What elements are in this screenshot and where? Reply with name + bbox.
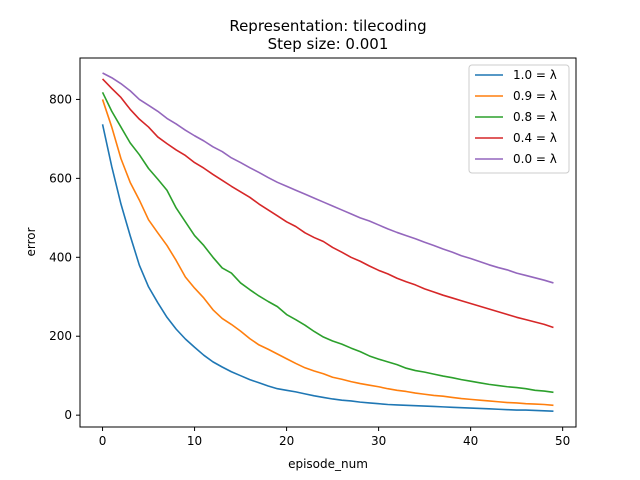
series-line-3 xyxy=(101,78,554,329)
x-tick-label: 30 xyxy=(371,434,386,448)
x-tick-label: 20 xyxy=(279,434,294,448)
series-line-4 xyxy=(102,72,554,284)
chart-title-line-1: Representation: tilecoding xyxy=(229,17,426,35)
legend-label-2: 0.8 = λ xyxy=(513,110,557,124)
legend-label-0: 1.0 = λ xyxy=(513,68,557,82)
legend-label-1: 0.9 = λ xyxy=(513,89,557,103)
x-tick-label: 10 xyxy=(187,434,202,448)
series-lines xyxy=(101,72,554,413)
x-axis-label: episode_num xyxy=(288,457,368,471)
legend-label-3: 0.4 = λ xyxy=(513,131,557,145)
legend: 1.0 = λ 0.9 = λ 0.8 = λ 0.4 = λ 0.0 = λ xyxy=(468,64,570,174)
chart-title-line-2: Step size: 0.001 xyxy=(268,35,389,53)
legend-label-4: 0.0 = λ xyxy=(513,152,557,166)
x-tick-label: 50 xyxy=(555,434,570,448)
x-tick-label: 0 xyxy=(99,434,107,448)
series-line-2 xyxy=(101,91,554,394)
legend-box xyxy=(468,64,570,174)
y-tick-label: 0 xyxy=(64,408,72,422)
y-tick-label: 800 xyxy=(49,92,72,106)
y-tick-label: 200 xyxy=(49,329,72,343)
y-tick-label: 400 xyxy=(49,250,72,264)
y-axis-label: error xyxy=(24,227,38,256)
axes-frame xyxy=(79,57,577,428)
axis-ticks: 0 10 20 30 40 50 0 200 400 600 800 xyxy=(49,92,570,448)
y-tick-label: 600 xyxy=(49,171,72,185)
series-line-1 xyxy=(101,99,554,407)
x-tick-label: 40 xyxy=(463,434,478,448)
series-line-0 xyxy=(101,124,554,413)
